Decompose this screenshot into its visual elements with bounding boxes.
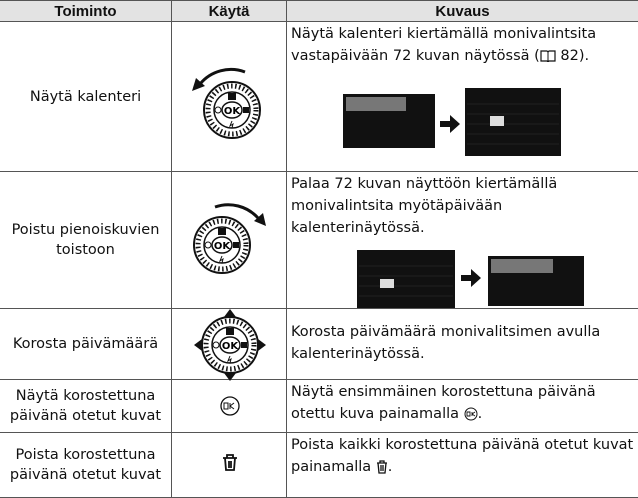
description-cell: Näytä kalenteri kiertämällä monivalintsi… [287, 22, 638, 172]
description-text: . [387, 459, 393, 475]
use-cell [172, 22, 287, 172]
description-cell: Näytä ensimmäinen korostettuna päivänä o… [287, 380, 638, 433]
action-cell: Näytä kalenteri [0, 22, 172, 172]
description-text: Korosta päivämäärä monivalitsimen avulla… [291, 324, 601, 362]
header-cell: Kuvaus [287, 0, 638, 22]
description-text: Näytä ensimmäinen korostettuna päivänä o… [291, 384, 596, 422]
use-cell [172, 380, 287, 433]
description-text: Poista kaikki korostettuna päivänä otetu… [291, 437, 634, 475]
header-cell: Toiminto [0, 0, 172, 22]
action-cell: Korosta päivämäärä [0, 309, 172, 380]
description-cell: Palaa 72 kuvan näyttöön kiertämällä moni… [287, 172, 638, 309]
description-text: Palaa 72 kuvan näyttöön kiertämällä moni… [291, 176, 558, 236]
header-cell: Käytä [172, 0, 287, 22]
trash-icon [376, 460, 387, 474]
description-cell: Poista kaikki korostettuna päivänä otetu… [287, 433, 638, 498]
description-text: . [477, 406, 483, 422]
action-cell: Näytä korostettuna päivänä otetut kuvat [0, 380, 172, 433]
use-cell [172, 172, 287, 309]
ok-icon [464, 407, 478, 421]
action-cell: Poista korostettuna päivänä otetut kuvat [0, 433, 172, 498]
action-cell: Poistu pienoiskuvien toistoon [0, 172, 172, 309]
description-text: Näytä kalenteri kiertämällä monivalintsi… [291, 26, 597, 64]
book-icon [540, 50, 556, 62]
description-text: 82). [560, 48, 590, 64]
description-cell: Korosta päivämäärä monivalitsimen avulla… [287, 309, 638, 380]
